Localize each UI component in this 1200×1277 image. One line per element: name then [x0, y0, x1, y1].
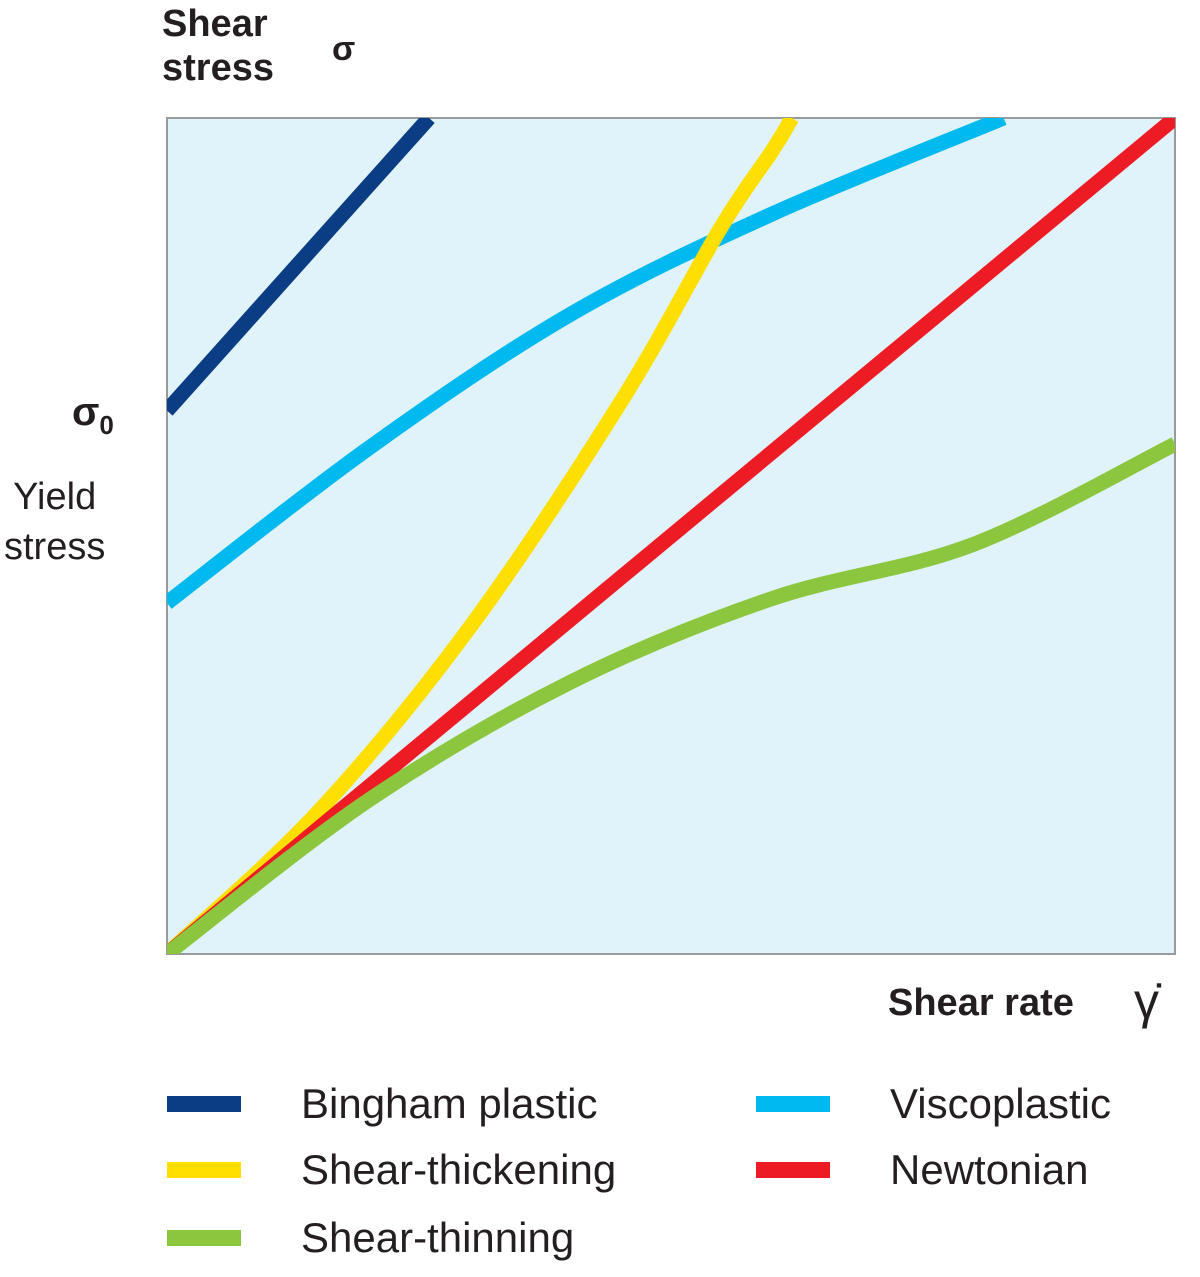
legend-item-bingham: Bingham plastic — [167, 1080, 597, 1128]
series-line-shear-thinning — [167, 437, 1175, 954]
legend-label: Shear-thickening — [301, 1146, 617, 1193]
x-axis-label: Shear rate — [888, 982, 1074, 1024]
legend-item-viscoplastic: Viscoplastic — [756, 1080, 1111, 1128]
yield-label-line2: stress — [4, 526, 106, 568]
legend-item-shear-thinning: Shear-thinning — [167, 1214, 574, 1262]
y-axis-symbol: σ — [332, 30, 356, 68]
legend-swatch — [167, 1230, 241, 1246]
series-line-viscoplastic — [167, 118, 1007, 609]
y-axis-label: Shear stress — [162, 2, 274, 90]
legend-label: Newtonian — [890, 1146, 1089, 1193]
series-line-shear-thickening — [167, 118, 799, 954]
legend-item-shear-thickening: Shear-thickening — [167, 1146, 616, 1194]
y-axis-label-line2: stress — [162, 47, 274, 89]
legend-swatch — [167, 1162, 241, 1178]
legend-swatch — [167, 1096, 241, 1112]
legend-swatch — [756, 1162, 830, 1178]
series-layer — [167, 118, 1175, 954]
yield-stress-label: Yield stress — [4, 472, 105, 572]
legend-label: Viscoplastic — [890, 1080, 1111, 1127]
legend-swatch — [756, 1096, 830, 1112]
x-axis-symbol: γ̇ — [1134, 973, 1159, 1029]
legend-item-newtonian: Newtonian — [756, 1146, 1088, 1194]
series-line-bingham-plastic — [167, 118, 435, 416]
yield-symbol: σ — [72, 390, 100, 434]
yield-subscript: 0 — [99, 410, 114, 440]
yield-stress-symbol: σ0 — [72, 390, 114, 441]
yield-label-line1: Yield — [13, 476, 97, 518]
legend-label: Bingham plastic — [301, 1080, 598, 1127]
y-axis-label-line1: Shear — [162, 3, 268, 45]
legend-label: Shear-thinning — [301, 1214, 575, 1261]
